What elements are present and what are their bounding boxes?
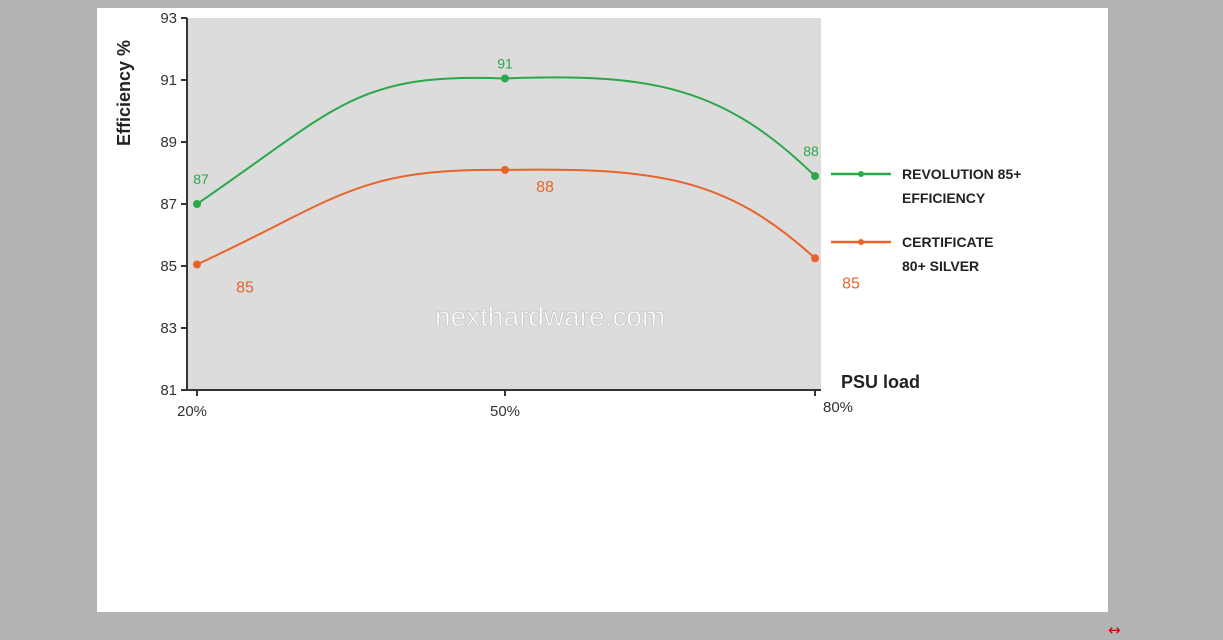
y-axis-ticks: 81 83 85 87 89 91 93 xyxy=(160,10,187,399)
y-tick-label: 81 xyxy=(160,382,177,399)
legend-swatch-point xyxy=(858,239,864,245)
y-tick-label: 87 xyxy=(160,196,177,213)
data-point xyxy=(501,74,509,83)
data-label: 87 xyxy=(193,171,209,187)
data-point xyxy=(193,200,201,208)
chart-frame: 81 83 85 87 89 91 93 20% 50% 80% 87 91 88 85 88 85 Ef… xyxy=(97,8,1108,612)
data-point xyxy=(193,260,201,269)
expand-arrows-icon[interactable]: ↔ xyxy=(1108,621,1121,639)
x-tick-label: 50% xyxy=(490,403,520,420)
data-label: 88 xyxy=(536,179,554,196)
plot-background xyxy=(187,18,821,390)
legend-label: REVOLUTION 85+ xyxy=(902,166,1021,182)
data-labels: 87 91 88 85 88 85 xyxy=(193,55,860,296)
data-label: 88 xyxy=(803,143,819,159)
y-tick-label: 89 xyxy=(160,134,177,151)
x-axis-title: PSU load xyxy=(841,372,920,392)
data-label: 85 xyxy=(842,275,860,292)
legend: REVOLUTION 85+ EFFICIENCY CERTIFICATE 80+ S… xyxy=(831,166,1021,274)
data-label: 91 xyxy=(497,55,513,71)
legend-label: EFFICIENCY xyxy=(902,190,986,206)
data-label: 85 xyxy=(236,279,254,296)
data-point xyxy=(811,172,819,181)
efficiency-chart: 81 83 85 87 89 91 93 20% 50% 80% 87 91 88 85 88 85 Ef… xyxy=(114,10,1021,420)
y-tick-label: 85 xyxy=(160,258,177,275)
legend-swatch-point xyxy=(858,171,864,177)
y-axis-title: Efficiency % xyxy=(114,40,134,146)
x-tick-label: 20% xyxy=(177,403,207,420)
series-points xyxy=(193,74,819,269)
y-tick-label: 83 xyxy=(160,320,177,337)
y-tick-label: 93 xyxy=(160,10,177,27)
legend-label: 80+ SILVER xyxy=(902,258,979,274)
data-point xyxy=(811,254,819,263)
watermark-text: nexthardware.com xyxy=(435,301,665,332)
x-tick-label: 80% xyxy=(823,399,853,416)
y-tick-label: 91 xyxy=(160,72,177,89)
legend-label: CERTIFICATE xyxy=(902,234,994,250)
x-axis-ticks: 20% 50% 80% xyxy=(177,390,853,420)
data-point xyxy=(501,165,509,174)
